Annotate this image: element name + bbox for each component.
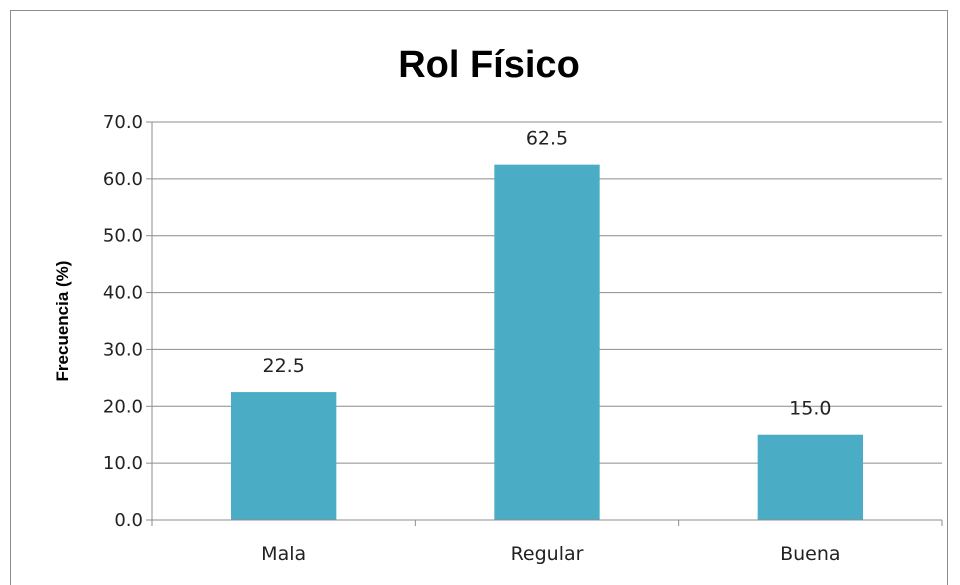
bar [231,392,337,520]
bars [231,164,863,520]
y-tick-label: 60.0 [103,169,143,190]
data-label: 62.5 [526,128,568,150]
axes [146,121,943,526]
y-tick-label: 20.0 [103,396,143,417]
y-tick-label: 0.0 [114,510,143,531]
x-tick-label: Buena [780,543,840,565]
bar [494,164,600,520]
data-label: 15.0 [789,398,831,420]
labels: 0.0 10.0 20.0 30.0 40.0 50.0 60.0 70.0 22.5 Mala 6… [103,112,841,565]
y-tick-label: 50.0 [103,226,143,247]
bar [757,434,863,520]
chart-title: Rol Físico [398,44,580,86]
x-tick-label: Mala [261,543,306,565]
y-tick-label: 40.0 [103,283,143,304]
x-tick-label: Regular [511,543,584,565]
data-label: 22.5 [263,355,305,377]
y-tick-label: 30.0 [103,339,143,360]
y-tick-label: 10.0 [103,453,143,474]
y-axis-label: Frecuencia (%) [53,261,72,382]
y-tick-label: 70.0 [103,112,143,133]
